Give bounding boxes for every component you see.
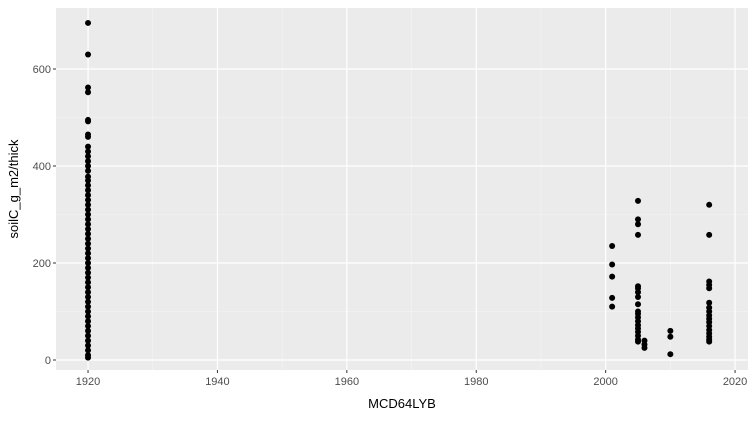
point (85, 211, 92, 218)
point (85, 133, 92, 140)
point (635, 231, 642, 238)
point (85, 264, 92, 271)
point (85, 255, 92, 262)
point (667, 327, 674, 334)
point (85, 323, 92, 330)
point (85, 143, 92, 150)
point (85, 293, 92, 300)
point (85, 192, 92, 199)
point (609, 294, 616, 301)
point (85, 221, 92, 228)
point (635, 338, 642, 345)
x-tick-label: 1940 (205, 376, 229, 388)
point (641, 344, 648, 351)
point (85, 354, 92, 361)
point (85, 230, 92, 237)
point (85, 206, 92, 213)
point (85, 332, 92, 339)
point (85, 118, 92, 125)
x-axis-title: MCD64LYB (368, 396, 436, 411)
point (85, 342, 92, 349)
point (85, 279, 92, 286)
x-tick-label: 2020 (723, 376, 747, 388)
point (85, 19, 92, 26)
x-tick-label: 1980 (464, 376, 488, 388)
point (667, 333, 674, 340)
point (85, 250, 92, 257)
point (85, 327, 92, 334)
point (85, 226, 92, 233)
point (635, 197, 642, 204)
point (85, 313, 92, 320)
point (706, 201, 713, 208)
point (85, 153, 92, 160)
point (706, 299, 713, 306)
point (85, 51, 92, 58)
point (85, 274, 92, 281)
point (85, 347, 92, 354)
point (85, 245, 92, 252)
point (635, 301, 642, 308)
point (85, 177, 92, 184)
point (85, 284, 92, 291)
point (85, 240, 92, 247)
point (85, 260, 92, 267)
y-tick-label: 200 (33, 258, 51, 270)
point (85, 167, 92, 174)
point (85, 196, 92, 203)
point (609, 243, 616, 250)
point (706, 285, 713, 292)
point (85, 216, 92, 223)
point (85, 269, 92, 276)
point (635, 289, 642, 296)
point (609, 273, 616, 280)
point (85, 303, 92, 310)
point (85, 318, 92, 325)
y-tick-label: 600 (33, 64, 51, 76)
y-axis-title: soilC_g_m2/thick (6, 139, 21, 238)
point (609, 261, 616, 268)
point (85, 148, 92, 155)
point (85, 84, 92, 91)
point (667, 351, 674, 358)
point (85, 337, 92, 344)
y-tick-label: 400 (33, 161, 51, 173)
point (635, 293, 642, 300)
y-tick-label: 0 (45, 355, 51, 367)
point (85, 298, 92, 305)
point (85, 158, 92, 165)
point (609, 303, 616, 310)
point (85, 163, 92, 170)
point (85, 187, 92, 194)
panel (56, 8, 748, 370)
x-tick-label: 1920 (76, 376, 100, 388)
point (706, 231, 713, 238)
point (706, 338, 713, 345)
x-tick-label: 2000 (593, 376, 617, 388)
point (85, 182, 92, 189)
point (85, 308, 92, 315)
point (85, 235, 92, 242)
point (85, 201, 92, 208)
x-tick-label: 1960 (335, 376, 359, 388)
point (635, 221, 642, 228)
point (635, 216, 642, 223)
point (85, 289, 92, 296)
point (85, 89, 92, 96)
